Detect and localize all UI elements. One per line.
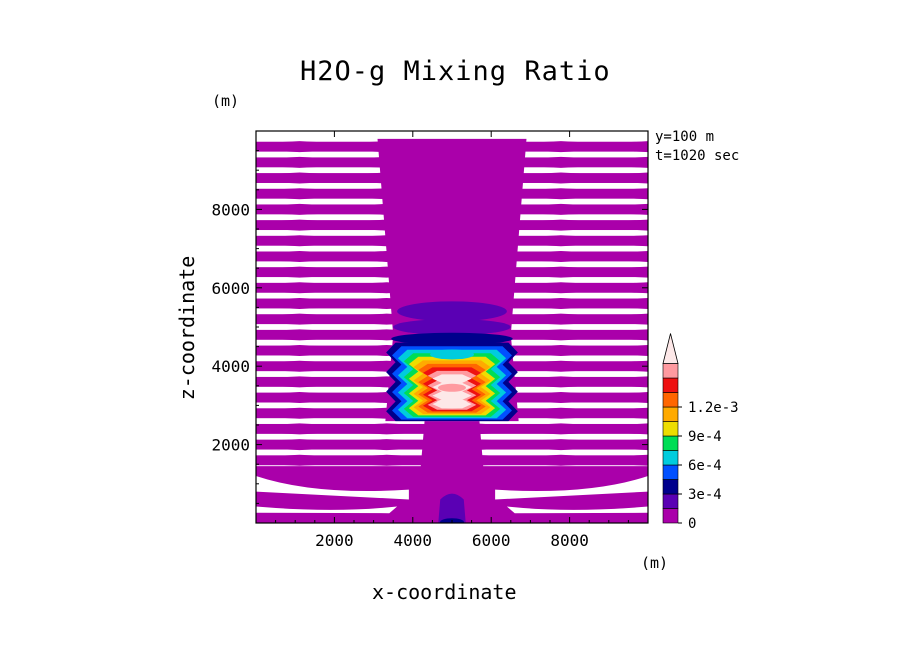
boundary-gap-left <box>256 475 409 500</box>
colorbar-segment <box>662 421 679 437</box>
core-upper <box>430 349 474 360</box>
y-tick-label: 4000 <box>211 357 250 376</box>
colorbar-segment <box>662 450 679 466</box>
boundary-gap-right-low <box>506 506 648 514</box>
colorbar-segment <box>662 479 679 495</box>
plume-layer <box>391 332 513 345</box>
x-tick-label: 2000 <box>315 531 354 550</box>
boundary-gap-right <box>495 475 648 500</box>
x-tick-label: 4000 <box>394 531 433 550</box>
core-secondary <box>438 383 466 392</box>
colorbar-segment <box>662 392 679 408</box>
y-axis-label: z-coordinate <box>175 255 199 401</box>
plume-base <box>438 493 466 523</box>
colorbar-segment <box>662 435 679 451</box>
colorbar: 0 3e-4 6e-4 9e-4 1.2e-3 <box>662 333 739 532</box>
y-tick-label: 6000 <box>211 279 250 298</box>
boundary-gap-left-low <box>256 506 398 514</box>
axes: 2000 4000 6000 8000 2000 4000 6000 8000 <box>211 131 648 550</box>
colorbar-segment <box>662 377 679 393</box>
colorbar-tick-label: 1.2e-3 <box>688 400 739 416</box>
core-peak <box>436 398 468 409</box>
plume-layer <box>397 301 507 322</box>
colorbar-tick-label: 3e-4 <box>688 487 722 503</box>
colorbar-segment <box>662 508 679 524</box>
plume-layer <box>393 319 511 335</box>
annotation-t: t=1020 sec <box>655 148 740 164</box>
chart-title: H2O-g Mixing Ratio <box>300 56 611 87</box>
colorbar-segment <box>662 406 679 422</box>
colorbar-tick-label: 9e-4 <box>688 429 722 445</box>
colorbar-segment <box>662 464 679 480</box>
colorbar-tick-label: 0 <box>688 516 696 532</box>
plume-stem <box>408 421 496 523</box>
x-axis-label: x-coordinate <box>372 580 517 604</box>
x-tick-label: 8000 <box>550 531 589 550</box>
colorbar-segment <box>662 493 679 509</box>
colorbar-segment <box>662 363 679 379</box>
contour-field <box>256 138 648 523</box>
colorbar-tick-label: 6e-4 <box>688 458 722 474</box>
colorbar-extend-arrow <box>662 333 679 364</box>
y-tick-label: 2000 <box>211 436 250 455</box>
x-tick-label: 6000 <box>472 531 511 550</box>
y-axis-unit: (m) <box>212 92 240 110</box>
y-tick-label: 8000 <box>211 200 250 219</box>
annotation-y: y=100 m <box>655 129 715 145</box>
x-axis-unit: (m) <box>641 554 669 572</box>
